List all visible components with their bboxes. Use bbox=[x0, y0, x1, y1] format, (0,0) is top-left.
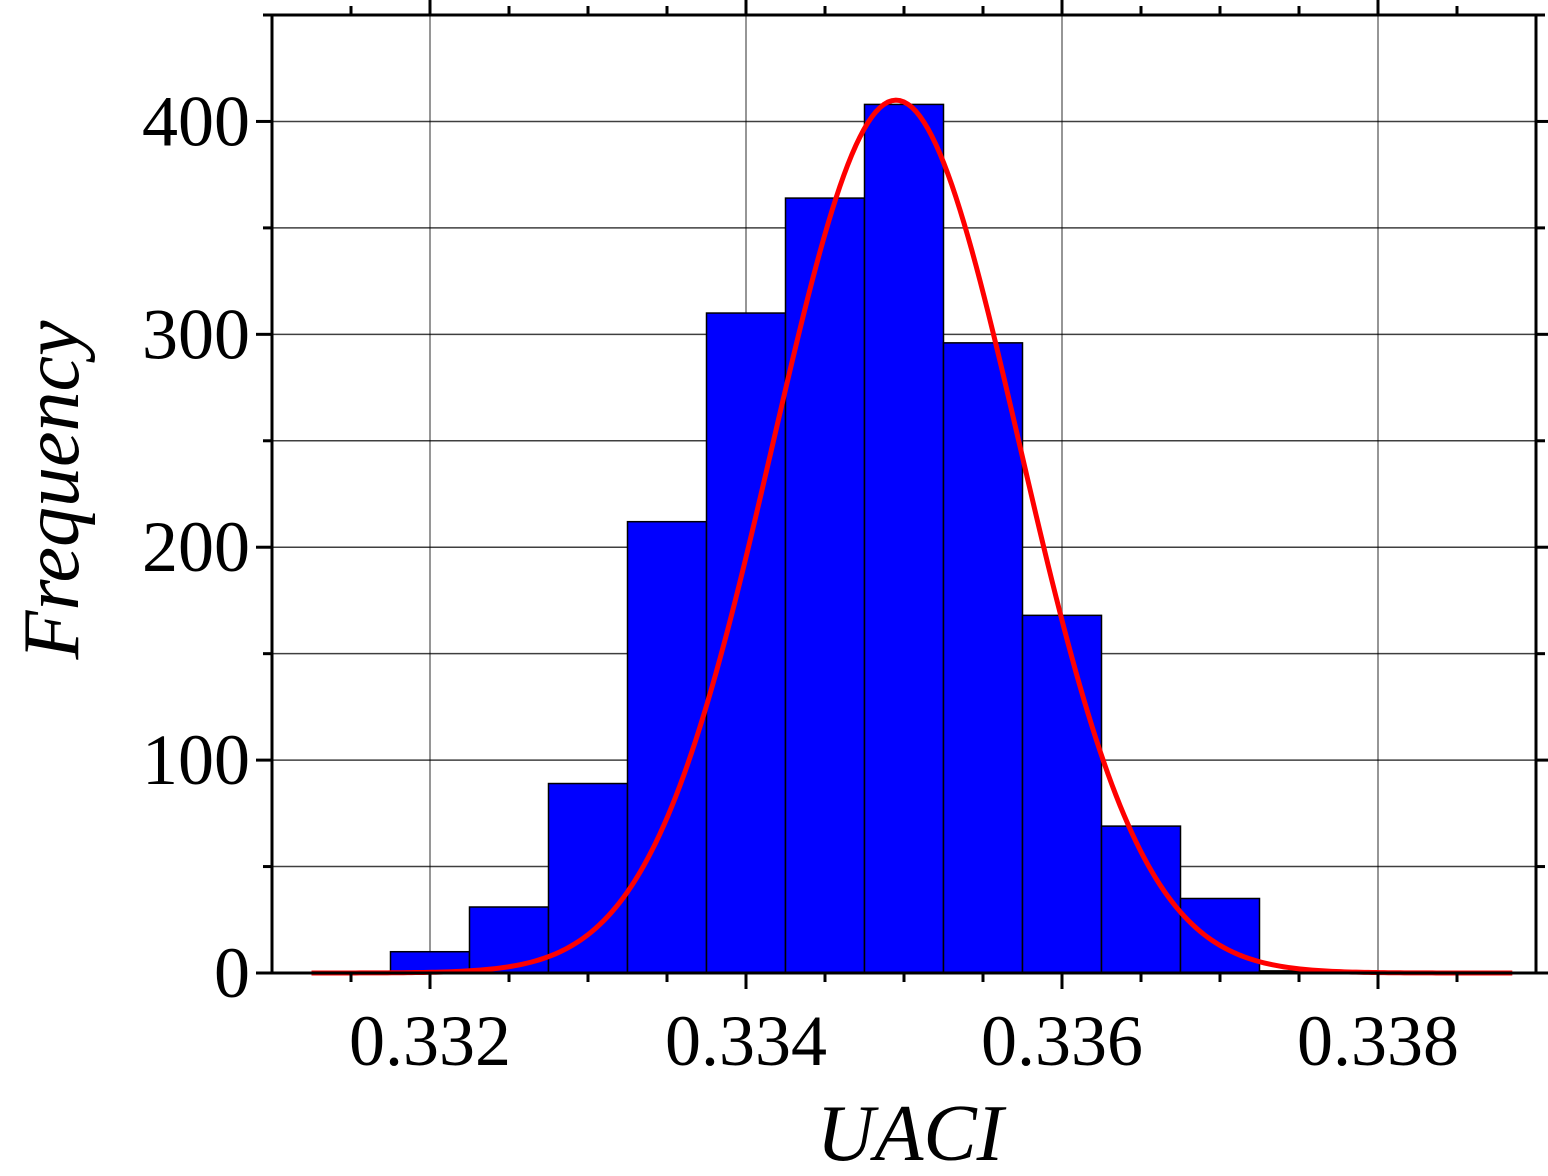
y-axis-title: Frequency bbox=[8, 320, 96, 661]
histogram-bar-10 bbox=[1179, 897, 1261, 974]
histogram-bar-7 bbox=[942, 342, 1024, 974]
normal-fit-curve bbox=[311, 97, 1513, 976]
x-axis-title: UACI bbox=[817, 1090, 1007, 1176]
x-tick-labels: 0.332 0.334 0.336 0.338 bbox=[349, 1001, 1459, 1081]
y-tick-label-1: 100 bbox=[142, 720, 250, 800]
histogram-bar-8 bbox=[1021, 614, 1103, 974]
y-tick-label-3: 300 bbox=[142, 294, 250, 374]
histogram-bar-4 bbox=[705, 312, 787, 974]
x-tick-label-0: 0.332 bbox=[349, 1001, 511, 1081]
y-tick-label-4: 400 bbox=[142, 81, 250, 161]
histogram-bars bbox=[389, 103, 1340, 974]
histogram-bar-5 bbox=[784, 197, 866, 974]
y-tick-labels: 0 100 200 300 400 bbox=[142, 81, 250, 1013]
histogram-bar-6 bbox=[863, 103, 945, 974]
y-tick-label-0: 0 bbox=[214, 933, 250, 1013]
x-tick-label-1: 0.334 bbox=[665, 1001, 827, 1081]
x-tick-label-3: 0.338 bbox=[1297, 1001, 1459, 1081]
plot-frame bbox=[270, 13, 1538, 975]
y-tick-label-2: 200 bbox=[142, 507, 250, 587]
x-tick-label-2: 0.336 bbox=[981, 1001, 1143, 1081]
histogram-bar-2 bbox=[547, 782, 629, 974]
